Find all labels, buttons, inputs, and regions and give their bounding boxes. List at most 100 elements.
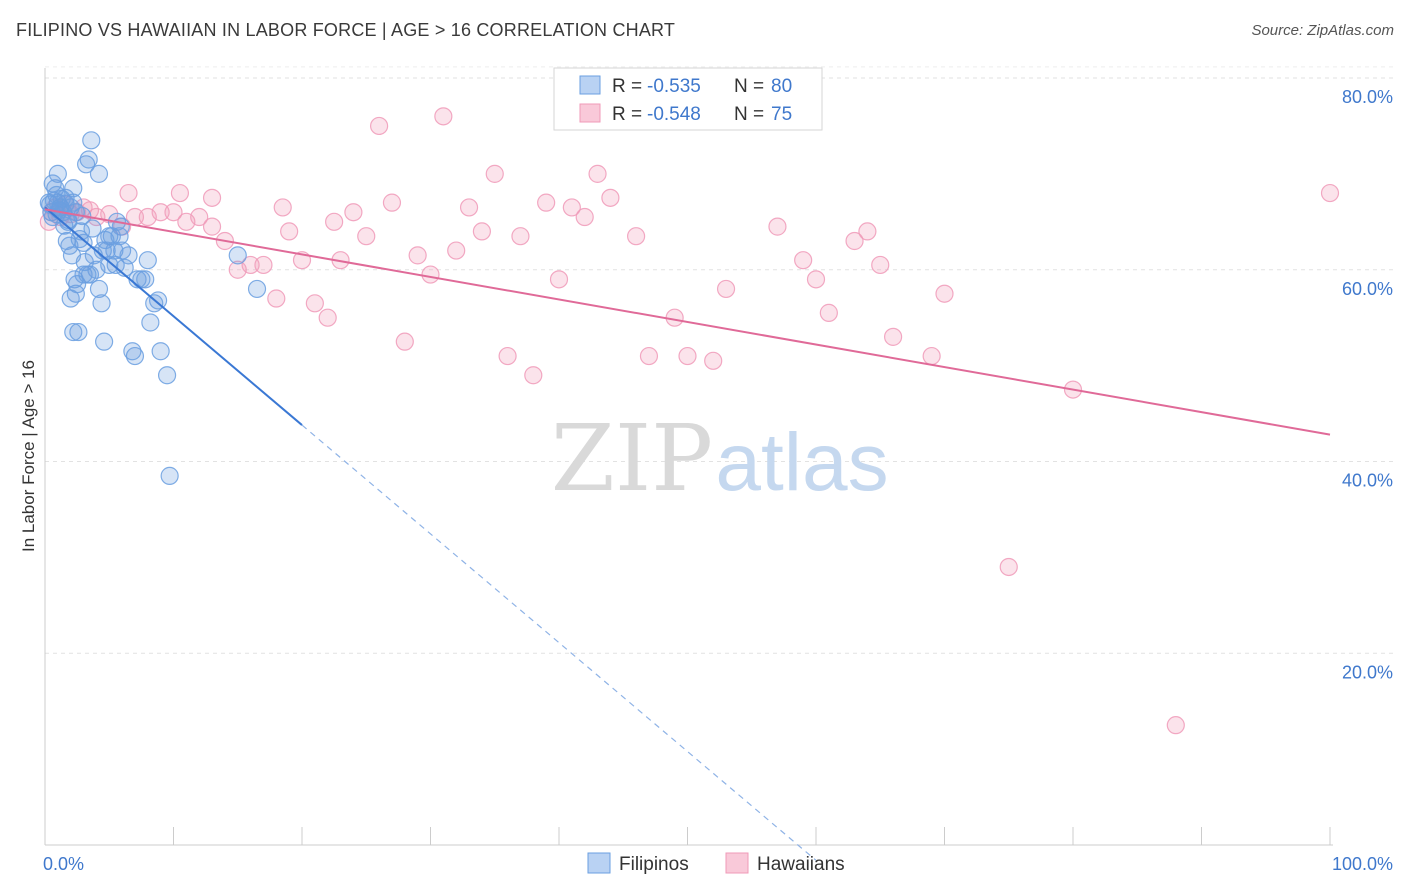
hawaiian-point [190,207,209,227]
y-tick-labels: 20.0% 40.0% 60.0% 80.0% [1342,87,1393,682]
filipino-point [92,294,111,313]
watermark: ZIP atlas [551,405,889,512]
hawaiian-point [999,557,1018,577]
hawaiian-point [325,212,344,231]
legend-n-value-1: 80 [771,76,792,97]
hawaiian-point [768,217,787,236]
hawaiian-point [716,279,736,299]
trend-lines [44,206,1331,861]
filipino-point [138,251,157,270]
filipino-point [43,174,62,193]
filipino-point [110,227,129,246]
hawaiian-point [819,303,838,322]
hawaiian-point [626,227,646,246]
hawaiian-point [588,164,607,183]
hawaiian-point [395,332,414,351]
legend-n-label-1: N = [734,76,764,97]
filipino-point [64,322,83,342]
x-tick-right: 100.0% [1332,854,1393,874]
hawaiian-point [151,203,170,222]
hawaiian-point [382,193,402,212]
filipino-point [75,252,94,272]
chart-title: FILIPINO VS HAWAIIAN IN LABOR FORCE | AG… [16,20,676,40]
hawaiian-point [164,203,183,222]
filipino-point [157,366,177,385]
hawaiian-point [678,346,697,366]
legend-r-value-1: -0.535 [647,76,701,97]
filipino-point [64,179,83,198]
filipino-point [125,346,145,366]
hawaiian-point [357,227,376,246]
hawaiian-point [845,231,864,251]
hawaiian-point [447,241,466,260]
filipino-point [89,164,109,183]
hawaiian-point [370,116,389,136]
filipino-trend-extension [301,424,817,861]
legend-swatch-hawaiians [579,103,601,123]
filipino-point [148,291,168,310]
filipino-point [151,342,170,361]
hawaiian-point [794,251,813,270]
filipino-point [123,342,142,361]
hawaiian-point [871,255,890,275]
filipino-point [79,150,98,169]
filipino-point [89,279,109,299]
y-tick-label: 80.0% [1342,87,1393,107]
legend-n-label-2: N = [734,104,764,125]
source-label: Source: ZipAtlas.com [1251,22,1394,39]
filipino-point [96,230,115,250]
filipino-point [160,466,179,485]
hawaiian-point [434,107,453,126]
filipino-point [48,164,67,183]
hawaiian-point [100,205,119,224]
legend-r-value-2: -0.548 [647,104,701,125]
hawaiian-point [806,270,826,289]
hawaiian-point [170,183,190,203]
hawaiian-point [511,227,530,246]
hawaiian-point [858,222,877,241]
y-tick-label: 20.0% [1342,662,1393,682]
filipino-point [77,155,96,174]
legend-box: R = -0.535 N = 80 R = -0.548 N = 75 [553,67,823,131]
hawaiian-point [202,188,222,207]
filipino-point [82,131,101,150]
bottom-legend: Filipinos Hawaiians [587,852,845,875]
watermark-zip: ZIP [551,405,713,512]
hawaiian-point [1166,716,1185,735]
filipino-point [83,219,102,238]
filipino-point [228,246,247,265]
legend-n-value-2: 75 [771,104,792,125]
hawaiian-point [408,246,427,265]
hawaiian-point [549,270,569,289]
legend-r-label-2: R = [612,104,642,125]
filipino-point [136,270,155,289]
filipino-trend-line [44,206,303,426]
filipino-point [70,229,89,249]
hawaiian-point [639,346,659,366]
hawaiian-point [241,255,260,275]
hawaiian-point [280,222,299,241]
hawaiian-point [305,294,324,313]
hawaiian-point [472,222,491,241]
filipino-point [66,284,85,303]
filipino-point [95,332,114,351]
bottom-legend-filipinos: Filipinos [619,854,689,875]
filipino-point [247,279,267,299]
hawaiian-point [119,183,138,203]
hawaiian-point [344,203,363,222]
hawaiian-point [202,217,222,236]
bottom-legend-swatch-hawaiians [725,852,749,874]
hawaiian-point [575,207,594,227]
legend-swatch-filipinos [579,75,601,95]
hawaiian-point [524,366,543,385]
hawaiian-point [421,265,440,284]
hawaiian-point [459,198,479,217]
hawaiian-point [273,198,292,217]
hawaiian-point [1320,183,1340,203]
hawaiian-point [267,289,286,308]
hawaiian-point [922,346,941,366]
hawaiian-point [883,327,903,346]
y-axis-label: In Labor Force | Age > 16 [19,360,38,552]
hawaiian-point [318,308,337,327]
